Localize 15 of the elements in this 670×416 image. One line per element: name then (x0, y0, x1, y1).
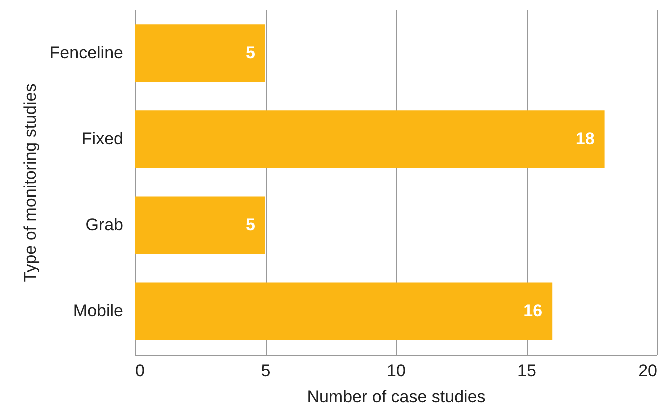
data-label: 5 (246, 216, 256, 235)
x-axis-title: Number of case studies (307, 388, 486, 406)
x-tick-label: 20 (638, 362, 658, 380)
y-axis-title: Type of monitoring studies (20, 84, 40, 282)
y-tick-label: Mobile (73, 302, 124, 321)
x-tick-label: 10 (387, 362, 406, 380)
x-tick-label: 5 (261, 362, 271, 380)
y-tick-label: Fenceline (50, 43, 124, 62)
data-label: 16 (524, 302, 543, 321)
x-tick-label: 15 (518, 362, 536, 380)
y-tick-label: Fixed (82, 129, 124, 148)
x-tick-label: 0 (136, 362, 145, 380)
y-tick-label: Grab (86, 216, 124, 235)
data-label: 18 (576, 129, 595, 148)
data-label: 5 (246, 43, 256, 62)
